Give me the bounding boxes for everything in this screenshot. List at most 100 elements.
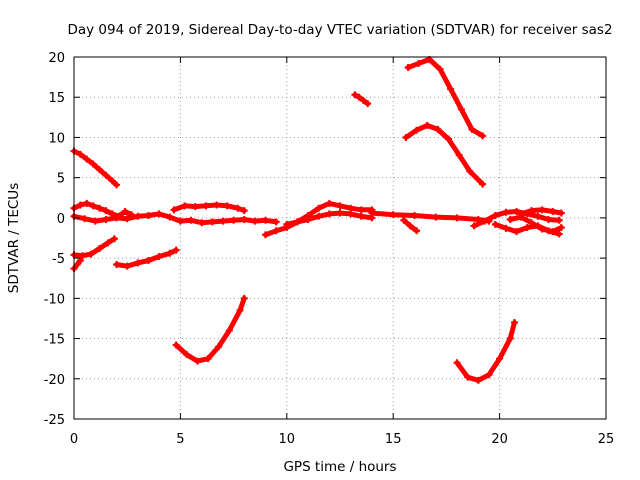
data-point — [357, 212, 365, 220]
x-axis-label: GPS time / hours — [283, 459, 396, 475]
grid-lines — [74, 57, 606, 419]
data-point — [513, 207, 521, 215]
data-point — [176, 217, 184, 225]
plot-frame — [73, 56, 607, 420]
data-point — [240, 215, 248, 223]
data-point — [491, 211, 499, 219]
y-tick-label: -20 — [44, 373, 65, 388]
data-point — [453, 214, 461, 222]
data-point — [121, 207, 129, 215]
data-point — [513, 228, 521, 236]
x-tick-label: 25 — [598, 432, 615, 447]
data-point — [89, 160, 97, 168]
x-tick-label: 15 — [385, 432, 402, 447]
data-point — [166, 213, 174, 221]
data-point — [355, 93, 363, 101]
data-points — [70, 55, 565, 384]
data-point — [219, 217, 227, 225]
data-point — [144, 211, 152, 219]
data-point — [87, 250, 95, 258]
data-point — [415, 59, 423, 67]
data-point — [155, 253, 163, 261]
data-point — [134, 259, 142, 267]
data-point — [434, 125, 442, 133]
data-point — [83, 199, 91, 207]
x-tick-label: 0 — [70, 432, 78, 447]
data-point — [359, 96, 367, 104]
data-point — [223, 202, 231, 210]
data-point — [315, 212, 323, 220]
data-point — [517, 213, 525, 221]
data-point — [134, 212, 142, 220]
data-point — [170, 206, 178, 214]
data-point — [447, 85, 455, 93]
data-point — [455, 151, 463, 159]
data-point — [479, 180, 487, 188]
data-point — [234, 204, 242, 212]
data-point — [181, 202, 189, 210]
data-point — [198, 219, 206, 227]
data-point — [96, 244, 104, 252]
data-point — [172, 246, 180, 254]
data-point — [166, 249, 174, 257]
data-point — [262, 216, 270, 224]
data-point — [113, 261, 121, 269]
data-point — [230, 216, 238, 224]
data-point — [283, 220, 291, 228]
y-tick-label: 20 — [48, 51, 65, 66]
data-point — [474, 376, 482, 384]
data-point — [272, 227, 280, 235]
data-point — [410, 211, 418, 219]
data-point — [91, 217, 99, 225]
data-point — [102, 207, 110, 215]
data-point — [413, 227, 421, 235]
data-point — [183, 351, 191, 359]
data-point — [523, 224, 531, 232]
data-point — [304, 215, 312, 223]
data-point — [325, 210, 333, 218]
y-tick-label: -5 — [52, 252, 65, 267]
data-point — [464, 373, 472, 381]
data-point — [479, 132, 487, 140]
data-point — [73, 261, 81, 269]
data-point — [445, 135, 453, 143]
y-tick-label: 15 — [48, 91, 65, 106]
series-track-arc-11 — [352, 92, 371, 107]
y-tick-label: -15 — [44, 333, 65, 348]
data-point — [240, 207, 248, 215]
data-point — [481, 217, 489, 225]
data-point — [555, 216, 563, 224]
data-point — [193, 357, 201, 365]
data-point — [466, 167, 474, 175]
data-point — [557, 224, 565, 232]
y-tick-label: -25 — [44, 413, 65, 428]
data-point — [557, 209, 565, 217]
data-point — [528, 207, 536, 215]
data-point — [402, 133, 410, 141]
data-point — [104, 239, 112, 247]
data-point — [110, 235, 118, 243]
data-point — [251, 217, 259, 225]
data-point — [123, 215, 131, 223]
data-point — [155, 210, 163, 218]
data-point — [364, 100, 372, 108]
data-point — [315, 204, 323, 212]
data-point — [172, 341, 180, 349]
y-tick-label: 5 — [57, 172, 65, 187]
data-point — [545, 215, 553, 223]
chart-title: Day 094 of 2019, Sidereal Day-to-day VTE… — [67, 22, 612, 38]
data-point — [240, 294, 248, 302]
data-point — [262, 231, 270, 239]
data-point — [79, 252, 87, 260]
x-tick-label: 10 — [279, 432, 296, 447]
data-point — [81, 215, 89, 223]
data-point — [457, 105, 465, 113]
data-point — [423, 121, 431, 129]
data-point — [502, 224, 510, 232]
data-point — [123, 262, 131, 270]
data-point — [76, 150, 84, 158]
data-point — [293, 218, 301, 226]
data-point — [496, 355, 504, 363]
data-point — [336, 209, 344, 217]
